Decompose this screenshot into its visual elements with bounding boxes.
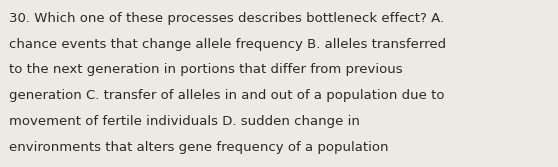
Text: chance events that change allele frequency B. alleles transferred: chance events that change allele frequen… [9,38,446,51]
Text: movement of fertile individuals D. sudden change in: movement of fertile individuals D. sudde… [9,115,360,128]
Text: to the next generation in portions that differ from previous: to the next generation in portions that … [9,63,402,76]
Text: generation C. transfer of alleles in and out of a population due to: generation C. transfer of alleles in and… [9,89,444,102]
Text: 30. Which one of these processes describes bottleneck effect? A.: 30. Which one of these processes describ… [9,12,444,25]
Text: environments that alters gene frequency of a population: environments that alters gene frequency … [9,141,388,154]
